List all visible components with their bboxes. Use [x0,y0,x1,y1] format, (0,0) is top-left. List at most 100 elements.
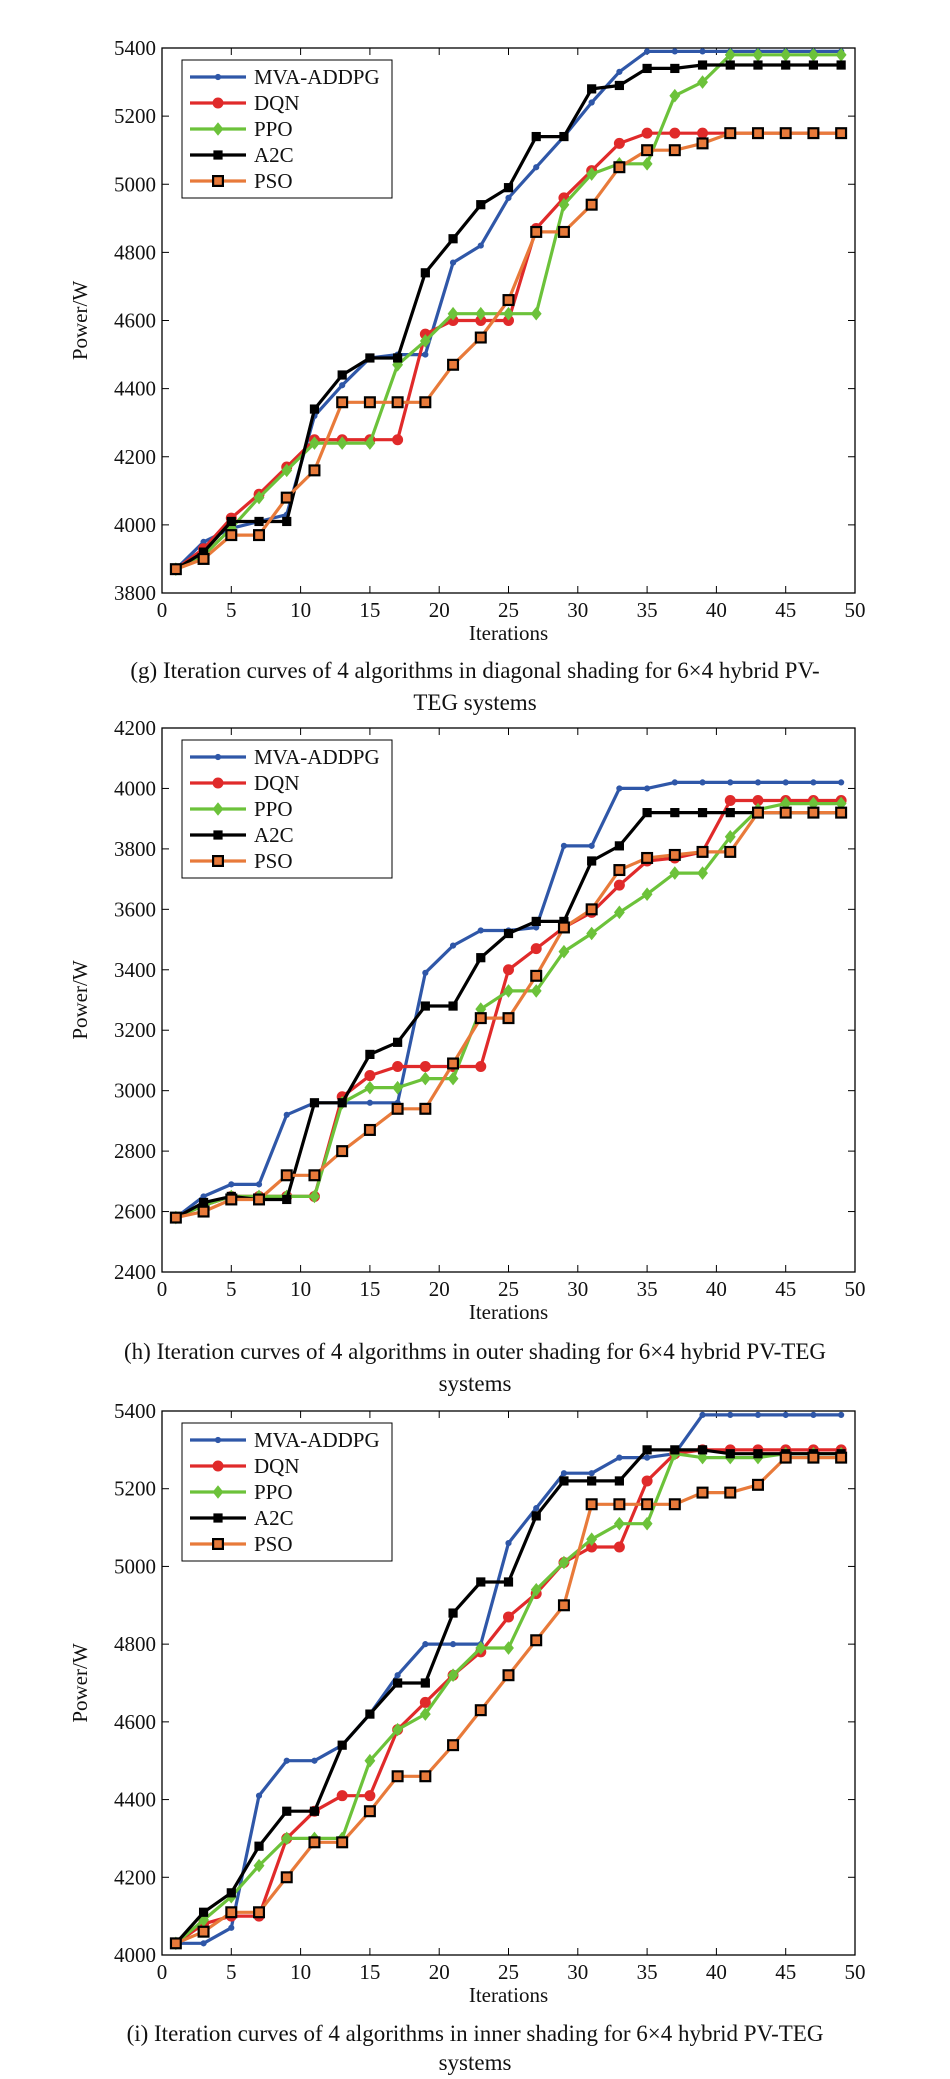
pso-marker-inner [366,1126,374,1134]
data-point-a2c [642,63,652,74]
pso-marker-inner [560,923,568,932]
y-tick-label: 5200 [114,1477,156,1501]
data-point-pso [308,1836,321,1849]
data-point-pso [585,903,598,916]
data-point-a2c [559,1476,569,1486]
data-point-mva-addpg [477,927,484,934]
data-point-ppo [475,306,487,321]
data-point-pso [502,294,515,307]
pso-marker-inner [255,1195,263,1204]
data-point-pso [253,529,266,542]
legend-label-ppo: PPO [254,117,293,141]
legend-label-pso: PSO [254,169,293,193]
pso-marker-inner [255,531,263,539]
data-point-a2c [226,516,236,527]
pso-marker-inner [615,163,624,172]
y-tick-label: 3000 [114,1079,156,1103]
pso-marker-inner [227,1195,236,1204]
data-point-ppo [697,75,708,89]
x-tick-label: 0 [157,598,168,622]
chart-g: 0 5 10 15 20 25 30 35 40 45 50 3800 4000 4200 4400 4600… [68,36,866,645]
data-point-a2c [587,84,597,94]
data-point-mva-addpg [449,259,457,266]
data-point-a2c [476,1577,486,1587]
y-tick-label: 4000 [114,513,156,537]
data-point-ppo [309,1189,320,1204]
pso-marker-inner [476,333,485,342]
data-point-pso [419,1770,432,1783]
data-point-ppo [530,1582,542,1597]
x-tick-label: 20 [429,1960,450,1984]
data-point-ppo [558,944,570,959]
x-axis-label: Iterations [469,1300,548,1324]
data-point-ppo [641,887,653,902]
data-point-pso [807,1451,820,1464]
data-point-ppo [613,1516,625,1531]
caption-h-line1: (h) Iteration curves of 4 algorithms in … [124,1339,826,1364]
x-tick-label: 40 [706,1960,727,1984]
pso-marker-inner [754,129,762,137]
data-point-ppo [336,436,348,450]
data-point-mva-addpg [616,785,623,792]
y-axis-label: Power/W [68,1643,92,1722]
x-tick-label: 20 [429,1277,450,1301]
pso-marker-inner [504,1671,513,1680]
data-point-mva-addpg [644,48,651,55]
pso-marker-inner [587,905,596,914]
data-point-mva-addpg [810,1411,817,1418]
data-point-a2c [642,1445,652,1455]
pso-marker-inner [532,972,541,980]
data-point-mva-addpg [616,68,623,75]
data-point-ppo [447,1071,459,1086]
data-point-pso [641,144,654,157]
data-point-mva-addpg [200,1940,207,1947]
data-point-pso [197,552,210,565]
legend-label-a2c: A2C [254,823,294,847]
pso-marker-inner [643,146,651,154]
x-tick-label: 25 [498,1277,519,1301]
pso-marker-inner [532,1636,541,1645]
data-point-a2c [337,370,347,380]
pso-marker-inner [698,848,707,856]
data-point-a2c [282,1194,292,1205]
pso-marker-inner [587,200,596,209]
data-point-mva-addpg [782,779,789,786]
data-point-mva-addpg [533,164,540,171]
data-point-pso [308,1169,321,1182]
pso-marker-inner [754,808,762,817]
data-point-pso [779,806,792,819]
data-point-mva-addpg [588,842,595,849]
data-point-a2c [393,1037,403,1047]
data-point-pso [474,1012,487,1025]
y-tick-label: 4600 [114,1710,156,1734]
data-point-pso [197,1205,210,1218]
pso-marker-inner [587,1500,596,1509]
data-point-a2c [420,268,430,278]
legend-label-pso: PSO [254,849,293,873]
x-tick-label: 30 [567,1960,588,1984]
x-tick-label: 10 [290,1960,311,1984]
pso-marker-inner [781,1453,790,1462]
legend-marker-mva-addpg [214,753,222,761]
legend-label-dqn: DQN [254,771,300,795]
data-point-a2c [531,131,541,142]
data-point-a2c [309,404,320,414]
data-point-mva-addpg [255,1792,263,1799]
x-tick-label: 30 [567,598,588,622]
y-tick-label: 4400 [114,377,156,401]
caption-g-line1: (g) Iteration curves of 4 algorithms in … [130,658,820,683]
data-point-ppo [281,463,293,478]
data-point-pso [253,1193,266,1206]
data-point-dqn [724,795,736,807]
data-point-ppo [364,1080,376,1095]
x-tick-label: 30 [567,1277,588,1301]
data-point-a2c [697,60,708,70]
data-point-a2c [337,1098,347,1108]
data-point-mva-addpg [671,779,678,786]
data-point-mva-addpg [283,1111,290,1118]
data-point-pso [447,1739,460,1752]
x-tick-label: 5 [226,598,237,622]
data-point-ppo [586,926,598,941]
data-point-a2c [587,856,597,866]
